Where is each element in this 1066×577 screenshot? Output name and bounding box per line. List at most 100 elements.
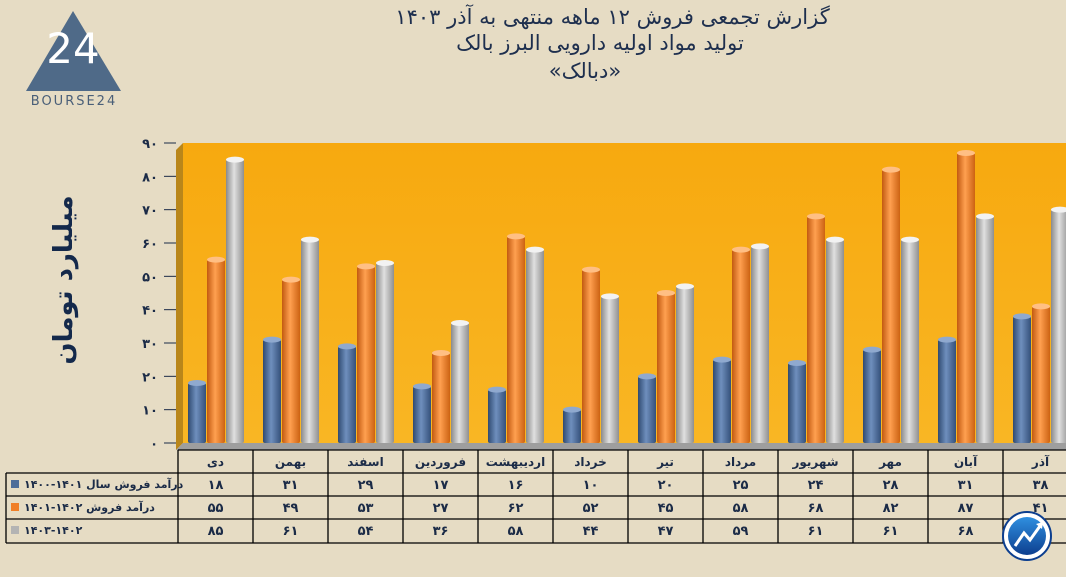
- x-tick-label: اردیبهشت: [486, 455, 545, 469]
- bar-cap: [807, 213, 825, 220]
- bar-cap: [207, 256, 225, 263]
- x-tick-label: تیر: [656, 455, 674, 469]
- bar-cap: [901, 236, 919, 243]
- bar-cap: [601, 293, 619, 300]
- y-tick-label: ۳۰: [142, 337, 158, 352]
- bar-s3-5: [526, 249, 544, 443]
- data-label: ۳۸: [1033, 478, 1049, 493]
- data-label: ۵۸: [733, 501, 749, 516]
- bar-s2-7: [657, 293, 675, 443]
- bar-cap: [751, 243, 769, 250]
- bar-s1-11: [938, 339, 956, 443]
- bar-s2-4: [432, 353, 450, 443]
- bar-s1-9: [788, 363, 806, 443]
- bar-s2-5: [507, 236, 525, 443]
- bar-s2-9: [807, 216, 825, 443]
- data-label: ۶۸: [808, 501, 824, 516]
- bar-s3-10: [901, 239, 919, 443]
- ticker-symbol: «دبالک»: [548, 59, 622, 83]
- bar-cap: [376, 260, 394, 266]
- bar-cap: [826, 236, 844, 243]
- data-label: ۱۷: [433, 478, 449, 493]
- data-label: ۶۲: [508, 501, 524, 516]
- x-tick-label: دی: [207, 455, 224, 469]
- bar-cap: [263, 336, 281, 343]
- data-label: ۱۸: [208, 478, 224, 493]
- x-tick-label: مرداد: [725, 455, 756, 469]
- bar-s2-2: [282, 279, 300, 443]
- x-tick-label: فروردین: [415, 455, 466, 470]
- x-tick-label: شهریور: [791, 455, 838, 470]
- data-label: ۵۸: [508, 524, 524, 539]
- bar-cap: [882, 166, 900, 173]
- bar-cap: [676, 283, 694, 290]
- bar-cap: [451, 320, 469, 326]
- x-tick-label: اسفند: [347, 455, 383, 469]
- bar-cap: [863, 346, 881, 353]
- x-tick-label: مهر: [878, 455, 902, 469]
- data-label: ۶۱: [808, 524, 824, 539]
- bar-s2-11: [957, 153, 975, 443]
- bar-s2-6: [582, 269, 600, 443]
- data-label: ۳۱: [958, 478, 974, 493]
- bar-cap: [1032, 303, 1050, 310]
- bar-cap: [282, 276, 300, 283]
- y-tick-label: ۴۰: [142, 304, 158, 319]
- bar-cap: [507, 233, 525, 240]
- bar-cap: [1013, 313, 1031, 320]
- bar-s2-1: [207, 259, 225, 443]
- y-tick-label: ۵۰: [142, 270, 158, 285]
- bar-s3-6: [601, 296, 619, 443]
- legend-swatch-2: [11, 503, 19, 511]
- data-label: ۴۵: [658, 501, 674, 516]
- bar-cap: [938, 336, 956, 343]
- logo-mark: 24: [46, 24, 100, 73]
- data-label: ۲۴: [808, 478, 824, 493]
- data-label: ۵۴: [358, 524, 374, 539]
- bar-s3-8: [751, 246, 769, 443]
- bar-cap: [582, 266, 600, 273]
- bar-cap: [1051, 206, 1066, 213]
- company-name: تولید مواد اولیه دارویی البرز بالک: [456, 31, 744, 55]
- bar-cap: [526, 246, 544, 253]
- bar-s2-10: [882, 169, 900, 443]
- bar-cap: [488, 386, 506, 393]
- bar-s3-1: [226, 159, 244, 443]
- y-tick-label: ۱۰: [142, 404, 158, 419]
- logo-triangle-icon: [26, 11, 121, 91]
- y-tick-label: ۹۰: [142, 137, 158, 152]
- x-tick-label: بهمن: [275, 455, 306, 469]
- data-label: ۳۶: [433, 524, 449, 539]
- logo-text: BOURSE24: [30, 94, 118, 109]
- bar-s1-4: [413, 386, 431, 443]
- data-label: ۴۷: [658, 524, 674, 539]
- y-tick-label: ۰: [150, 437, 158, 452]
- y-axis-label: میلیارد تومان: [49, 195, 79, 365]
- data-label: ۸۷: [958, 501, 974, 516]
- bar-cap: [713, 356, 731, 363]
- bar-s3-4: [451, 323, 469, 443]
- plot-floor: [176, 443, 1066, 450]
- data-label: ۲۵: [733, 478, 749, 493]
- bar-cap: [563, 406, 581, 413]
- bar-cap: [638, 373, 656, 380]
- data-label: ۸۲: [883, 501, 899, 516]
- bar-s2-8: [732, 249, 750, 443]
- bar-cap: [188, 380, 206, 386]
- legend-label-1: درآمد فروش سال ۱۴۰۱-۱۴۰۰: [24, 477, 184, 491]
- data-label: ۲۹: [358, 478, 374, 493]
- bar-cap: [732, 246, 750, 253]
- data-label: ۴۱: [1033, 501, 1049, 516]
- report-title: گزارش تجمعی فروش ۱۲ ماهه منتهی به آذر ۱۴…: [395, 5, 830, 29]
- data-label: ۲۸: [883, 478, 899, 493]
- bar-s3-2: [301, 239, 319, 443]
- y-tick-label: ۶۰: [142, 237, 158, 252]
- bar-s3-12: [1051, 209, 1066, 443]
- bar-s1-12: [1013, 316, 1031, 443]
- bar-cap: [357, 263, 375, 270]
- data-label: ۵۹: [733, 524, 749, 539]
- bar-s1-2: [263, 339, 281, 443]
- bar-s1-10: [863, 349, 881, 443]
- plot-side-wall: [176, 143, 183, 450]
